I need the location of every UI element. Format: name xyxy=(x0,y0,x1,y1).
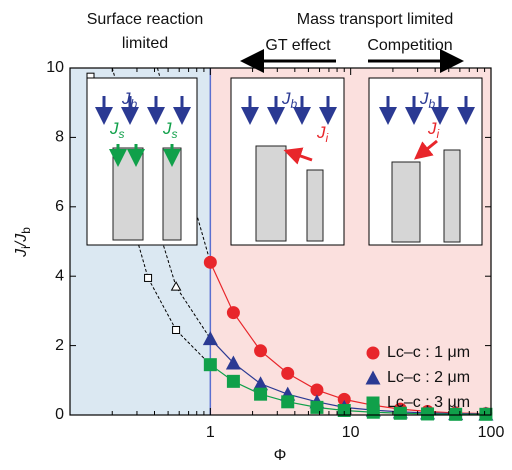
marker xyxy=(281,366,295,380)
y-tick-label: 0 xyxy=(55,406,64,423)
flux-label: Ji xyxy=(427,119,440,141)
series-line xyxy=(90,76,211,366)
y-axis-label: Ji/Jb xyxy=(13,227,33,258)
annotation: GT effect xyxy=(265,37,331,54)
marker xyxy=(337,392,351,406)
marker xyxy=(144,273,153,282)
surface-arrows xyxy=(109,144,181,167)
marker xyxy=(449,407,463,421)
marker xyxy=(172,325,181,334)
flux-label: Jb xyxy=(281,89,298,111)
marker xyxy=(337,403,351,417)
flux-label: Jb xyxy=(419,89,436,111)
y-tick-label: 2 xyxy=(55,337,64,354)
annotation: Competition xyxy=(367,37,452,54)
marker xyxy=(253,376,269,391)
legend-item: Lc–c : 1 μm xyxy=(366,344,470,361)
flux-label: Jb xyxy=(121,89,138,111)
marker xyxy=(281,395,295,409)
marker xyxy=(310,400,324,414)
marker xyxy=(226,306,240,320)
region-label: Surface reaction xyxy=(87,11,204,28)
inter-arrows xyxy=(283,139,438,165)
legend-item: Lc–c : 3 μm xyxy=(366,394,470,411)
flux-label: Ji xyxy=(316,123,329,145)
legend-marker xyxy=(365,370,381,385)
x-tick-label: 1 xyxy=(206,424,215,441)
marker xyxy=(170,281,182,291)
region-label: limited xyxy=(122,35,168,52)
legend-marker xyxy=(366,346,380,360)
region-label: Mass transport limited xyxy=(297,11,454,28)
marker xyxy=(203,255,217,269)
flux-arrows xyxy=(95,96,475,125)
x-axis-label: Φ xyxy=(274,447,287,464)
header: Surface reaction limited Mass transport … xyxy=(87,11,464,73)
legend-label: Lc–c : 2 μm xyxy=(387,369,470,386)
marker xyxy=(226,374,240,388)
legend-marker xyxy=(366,396,380,410)
marker xyxy=(202,331,218,346)
marker xyxy=(393,406,407,420)
y-tick-label: 4 xyxy=(55,267,64,284)
y-tick-label: 8 xyxy=(55,129,64,146)
legend-label: Lc–c : 1 μm xyxy=(387,344,470,361)
flux-label: Js xyxy=(162,119,178,141)
marker xyxy=(310,383,324,397)
legend-item: Lc–c : 2 μm xyxy=(365,369,470,386)
x-tick-label: 100 xyxy=(478,424,505,441)
insets: Jb Jb Jb Js Js Ji Ji xyxy=(86,77,483,246)
flux-label: Js xyxy=(109,119,125,141)
marker xyxy=(421,407,435,421)
x-tick-label: 10 xyxy=(342,424,360,441)
legend-label: Lc–c : 3 μm xyxy=(387,394,470,411)
y-tick-label: 6 xyxy=(55,198,64,215)
overlay: 0 2 4 6 8 10 1 10 100 Lc–c : 1 μm Lc–c : 2 μm Lc–c … xyxy=(46,59,504,441)
y-label-part: b xyxy=(19,227,33,234)
marker xyxy=(254,344,268,358)
marker xyxy=(203,358,217,372)
plot-frame xyxy=(69,67,492,416)
y-label-part: J xyxy=(13,248,30,258)
pillars xyxy=(112,145,461,243)
y-label-part: i xyxy=(19,246,33,249)
marker xyxy=(479,407,493,421)
y-tick-label: 10 xyxy=(46,59,64,76)
marker xyxy=(254,387,268,401)
y-label-part: /J xyxy=(13,233,30,247)
marker xyxy=(225,355,241,370)
